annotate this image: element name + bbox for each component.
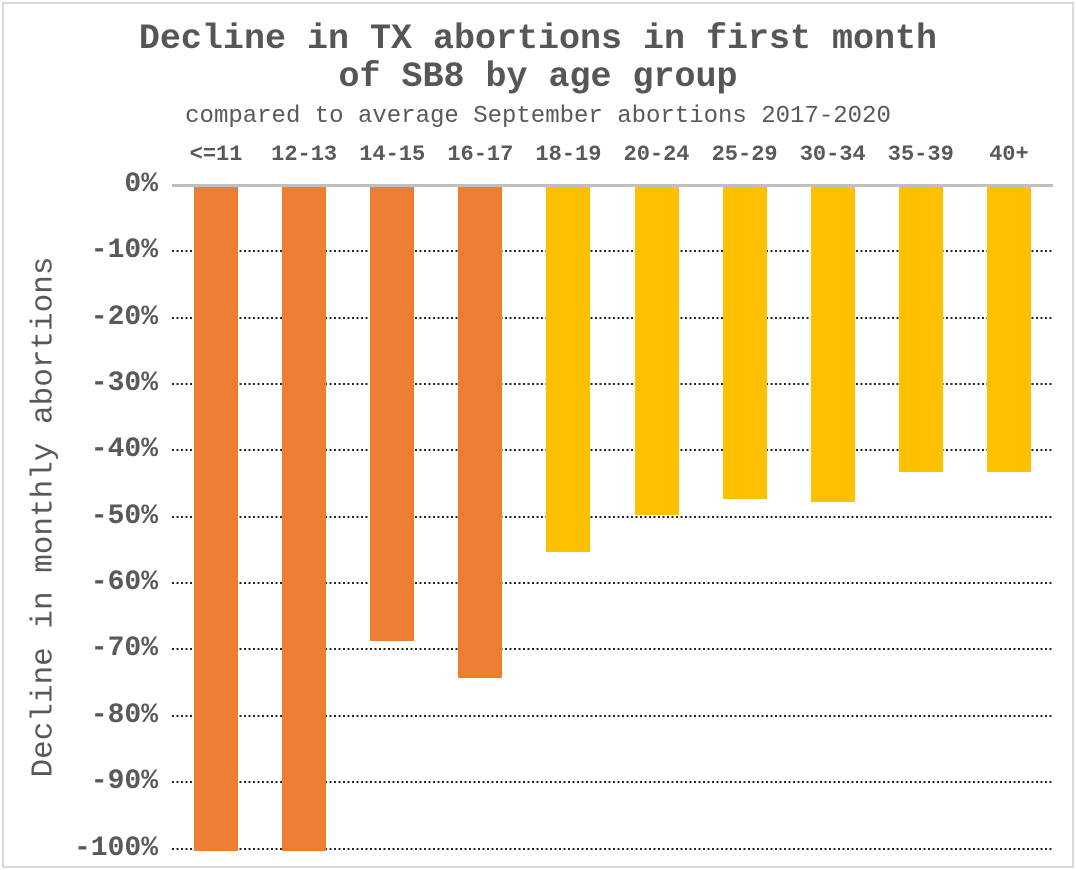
bar-12-13 bbox=[282, 187, 327, 851]
bar-18-19 bbox=[546, 187, 591, 552]
category-label: 12-13 bbox=[271, 142, 338, 167]
category-label: 14-15 bbox=[359, 142, 426, 167]
y-tick-label: -90% bbox=[90, 766, 158, 798]
gridline bbox=[172, 781, 1053, 784]
gridline bbox=[172, 714, 1053, 717]
category-label: 18-19 bbox=[535, 142, 602, 167]
chart-subtitle: compared to average September abortions … bbox=[185, 103, 891, 130]
gridline bbox=[172, 515, 1053, 518]
category-label: 16-17 bbox=[447, 142, 514, 167]
category-label: 35-39 bbox=[887, 142, 954, 167]
y-tick-label: -70% bbox=[90, 633, 158, 665]
category-label: 20-24 bbox=[623, 142, 690, 167]
y-tick-label: -80% bbox=[90, 699, 158, 731]
bar-30-34 bbox=[810, 187, 855, 503]
gridline bbox=[172, 449, 1053, 452]
category-label: 30-34 bbox=[799, 142, 866, 167]
y-tick-label: -60% bbox=[90, 567, 158, 599]
bar-35-39 bbox=[898, 187, 943, 473]
category-label: 40+ bbox=[989, 142, 1029, 167]
gridline bbox=[172, 383, 1053, 386]
y-tick-label: -40% bbox=[90, 434, 158, 466]
chart-title: Decline in TX abortions in first month o… bbox=[4, 20, 1072, 96]
y-tick-label: -30% bbox=[90, 368, 158, 400]
bar-14-15 bbox=[370, 187, 415, 642]
y-tick-label: -100% bbox=[73, 832, 158, 864]
zero-axis-line bbox=[172, 184, 1053, 187]
bar-<=11 bbox=[194, 187, 239, 851]
gridline bbox=[172, 250, 1053, 253]
y-tick-label: -10% bbox=[90, 235, 158, 267]
category-label: <=11 bbox=[189, 142, 243, 167]
gridline bbox=[172, 316, 1053, 319]
chart-title-line2: of SB8 by age group bbox=[338, 57, 738, 97]
bar-16-17 bbox=[458, 187, 503, 678]
gridline bbox=[172, 648, 1053, 651]
bar-40+ bbox=[986, 187, 1031, 473]
bar-20-24 bbox=[634, 187, 679, 516]
category-label: 25-29 bbox=[711, 142, 778, 167]
gridline bbox=[172, 582, 1053, 585]
gridline bbox=[172, 847, 1053, 850]
y-tick-label: 0% bbox=[124, 169, 158, 200]
y-tick-label: -50% bbox=[90, 500, 158, 532]
bar-25-29 bbox=[722, 187, 767, 499]
plot-area bbox=[172, 184, 1053, 852]
y-tick-label: -20% bbox=[90, 301, 158, 333]
chart-title-line1: Decline in TX abortions in first month bbox=[138, 19, 938, 59]
category-axis: <=11 12-13 14-15 16-17 18-19 20-24 25-29 30-34 3… bbox=[172, 140, 1053, 170]
